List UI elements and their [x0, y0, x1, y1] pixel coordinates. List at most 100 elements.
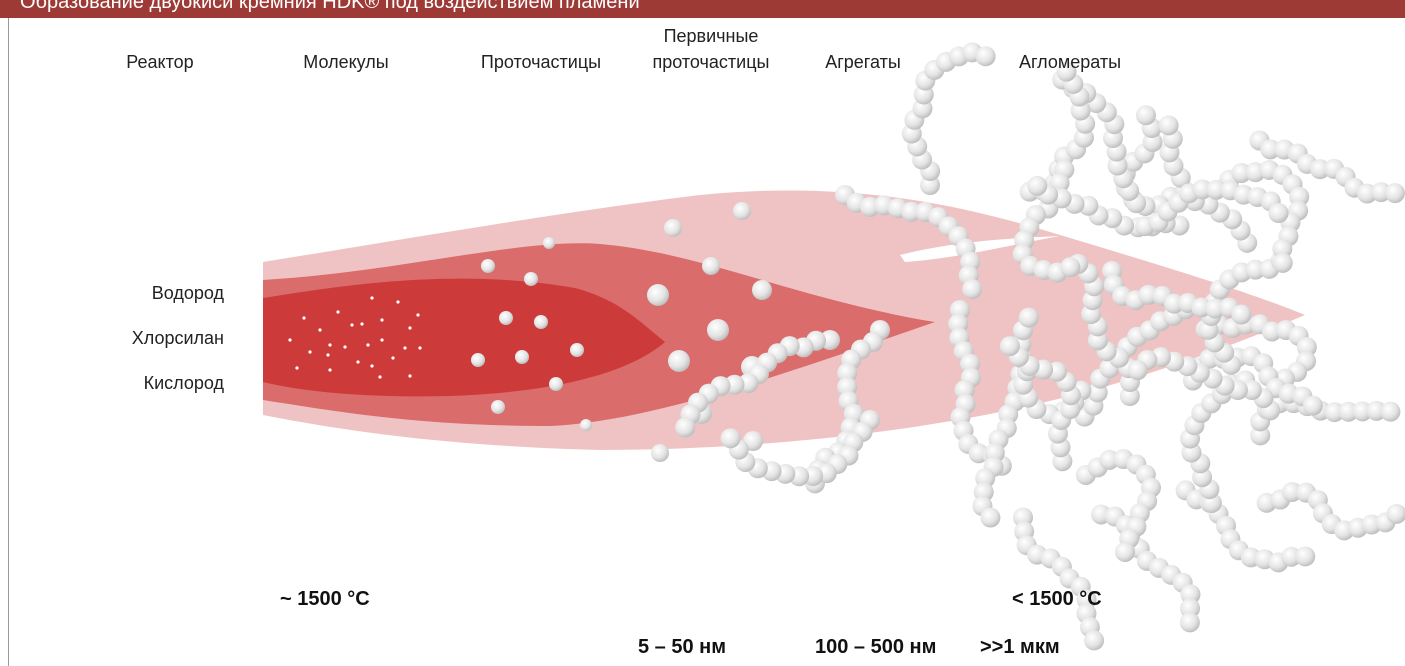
particle — [664, 219, 682, 237]
size: >>1 мкм — [980, 636, 1060, 658]
molecule — [396, 300, 400, 304]
particle — [543, 237, 555, 249]
aggregate-sphere — [1087, 330, 1108, 351]
particle — [668, 350, 690, 372]
particle — [481, 259, 495, 273]
aggregate-sphere — [1018, 307, 1039, 328]
molecule — [408, 374, 412, 378]
aggregate-sphere — [980, 507, 1001, 528]
particle — [702, 257, 720, 275]
molecule — [380, 318, 384, 322]
molecule — [350, 323, 354, 327]
aggregate-sphere — [1027, 175, 1048, 196]
aggregate-sphere — [803, 466, 824, 487]
aggregate-sphere — [1310, 159, 1331, 180]
aggregate-sphere — [1295, 546, 1316, 567]
molecule — [370, 296, 374, 300]
aggregate-sphere — [1180, 584, 1201, 605]
particle — [707, 319, 729, 341]
aggregate-sphere — [1135, 105, 1156, 126]
aggregate-sphere — [1250, 425, 1271, 446]
aggregate-sphere — [675, 417, 696, 438]
aggregate-sphere — [1060, 257, 1081, 278]
molecule — [403, 346, 407, 350]
particle — [515, 350, 529, 364]
size: 5 – 50 нм — [638, 636, 727, 658]
temperature: ~ 1500 °C — [280, 588, 370, 610]
aggregate-sphere — [837, 362, 858, 383]
molecule — [360, 322, 364, 326]
aggregate-sphere — [1281, 546, 1302, 567]
molecule — [328, 368, 332, 372]
molecule — [328, 343, 332, 347]
aggregate-sphere — [920, 175, 940, 195]
aggregate-sphere — [1241, 380, 1262, 401]
particle — [752, 280, 772, 300]
input-label: Хлорсилан — [131, 328, 224, 348]
molecule — [318, 328, 322, 332]
temperature: < 1500 °C — [1012, 588, 1102, 610]
size: 100 – 500 нм — [815, 636, 937, 658]
aggregate-sphere — [999, 336, 1020, 357]
particle — [647, 284, 669, 306]
molecule — [336, 310, 340, 314]
molecule — [370, 364, 374, 368]
molecule — [308, 350, 312, 354]
particle — [580, 419, 592, 431]
aggregate-sphere — [1324, 402, 1345, 423]
molecule — [391, 356, 395, 360]
particle — [570, 343, 584, 357]
stage-label: Агломераты — [1018, 52, 1122, 72]
inner-flame — [263, 278, 665, 397]
aggregate-sphere — [1272, 252, 1293, 273]
particle — [524, 272, 538, 286]
particle — [491, 400, 505, 414]
aggregate-sphere — [1338, 401, 1359, 422]
particle — [651, 444, 669, 462]
aggregate-sphere — [1380, 401, 1401, 422]
molecule — [366, 343, 370, 347]
input-label: Кислород — [143, 373, 224, 393]
aggregate-sphere — [1115, 541, 1136, 562]
aggregate-sphere — [901, 201, 922, 222]
stage-label: Молекулы — [303, 52, 389, 72]
aggregate-sphere — [1260, 139, 1281, 160]
aggregate-sphere — [1119, 386, 1140, 407]
molecule — [343, 345, 347, 349]
aggregate-sphere — [1127, 360, 1148, 381]
aggregate-sphere — [1231, 304, 1252, 325]
border — [8, 18, 9, 666]
molecule — [378, 375, 382, 379]
molecule — [418, 346, 422, 350]
molecule — [302, 316, 306, 320]
aggregate-sphere — [962, 279, 983, 300]
molecule — [288, 338, 292, 342]
aggregate-sphere — [1268, 202, 1289, 223]
stage-label: Первичные проточастицы — [652, 26, 770, 72]
aggregate-sphere — [1084, 630, 1105, 651]
aggregate-sphere — [1056, 61, 1077, 82]
header-bar — [0, 0, 1405, 18]
molecule — [326, 353, 330, 357]
aggregate-sphere — [1272, 238, 1293, 259]
aggregate-sphere — [1179, 598, 1200, 619]
particle — [549, 377, 563, 391]
aggregate-sphere — [1206, 179, 1227, 200]
aggregate-sphere — [1385, 183, 1405, 204]
particle — [499, 311, 513, 325]
aggregate-sphere — [1192, 179, 1213, 200]
aggregate-sphere — [1158, 115, 1179, 136]
molecule — [408, 326, 412, 330]
particle — [733, 202, 751, 220]
stage-label: Проточастицы — [480, 52, 602, 72]
aggregate-sphere — [1352, 401, 1373, 422]
particle — [534, 315, 548, 329]
molecule — [295, 366, 299, 370]
particle — [471, 353, 485, 367]
input-label: Водород — [151, 283, 224, 303]
stage-label: Реактор — [126, 52, 194, 72]
molecule — [356, 360, 360, 364]
aggregate-sphere — [1386, 503, 1405, 524]
